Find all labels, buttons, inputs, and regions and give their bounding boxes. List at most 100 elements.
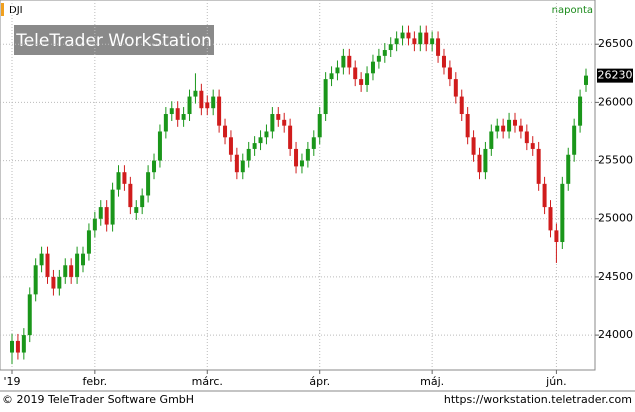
candle-body — [394, 38, 399, 45]
candle-body — [258, 137, 263, 144]
candle-body — [175, 108, 180, 120]
candle-body — [211, 96, 216, 109]
candle-body — [146, 172, 151, 196]
candle-body — [518, 125, 523, 132]
candle-body — [181, 114, 186, 120]
candle-body — [495, 125, 500, 132]
candle-body — [311, 137, 316, 149]
candle-body — [63, 265, 68, 277]
last-price-label: 26230 — [598, 69, 633, 82]
candle-body — [329, 73, 334, 80]
candle-body — [39, 253, 44, 266]
candle-body — [276, 114, 281, 120]
y-tick-label: 24000 — [598, 328, 633, 341]
candle-body — [163, 114, 168, 132]
candle-body — [86, 230, 91, 254]
candle-body — [134, 207, 139, 213]
candle-body — [548, 207, 553, 231]
x-tick-label: '19 — [3, 375, 20, 388]
candle-body — [228, 137, 233, 155]
candle-body — [116, 172, 121, 190]
footer-right: https://workstation.teletrader.com — [444, 393, 632, 406]
watermark-box — [14, 25, 214, 55]
candle-body — [447, 67, 452, 80]
candle-body — [524, 131, 529, 144]
candle-body — [128, 183, 133, 208]
candle-body — [471, 137, 476, 155]
last-price-box — [597, 68, 633, 83]
candle-body — [536, 148, 541, 184]
candle-body — [57, 276, 62, 289]
candle-body — [347, 55, 352, 68]
footer-left: © 2019 TeleTrader Software GmbH — [2, 393, 194, 406]
candle-body — [507, 119, 512, 132]
candle-body — [554, 230, 559, 243]
candle-body — [512, 119, 517, 126]
candle-body — [305, 148, 310, 161]
candle-body — [424, 32, 429, 45]
candle-body — [240, 160, 245, 173]
candle-body — [400, 32, 405, 39]
candle-body — [406, 32, 411, 39]
candle-body — [436, 38, 441, 56]
candle-body — [412, 38, 417, 45]
candle-body — [430, 38, 435, 45]
candle-body — [51, 276, 56, 289]
x-tick-label: márc. — [192, 375, 223, 388]
candle-body — [483, 148, 488, 173]
candle-body — [33, 265, 38, 295]
x-tick-label: máj. — [420, 375, 444, 388]
candle-body — [288, 125, 293, 149]
candle-body — [294, 148, 299, 167]
watermark: TeleTrader WorkStation — [15, 31, 212, 51]
plot-frame — [0, 0, 596, 371]
candle-body — [81, 253, 86, 266]
candle-body — [353, 67, 358, 80]
candle-body — [217, 96, 222, 126]
candle-body — [542, 183, 547, 208]
symbol-marker — [1, 3, 4, 16]
candle-body — [205, 102, 210, 109]
candle-body — [246, 148, 251, 161]
candle-body — [477, 154, 482, 173]
candle-body — [341, 55, 346, 68]
candle-body — [359, 79, 364, 85]
candle-body — [92, 218, 97, 231]
candle-body — [122, 172, 127, 184]
candle-body — [418, 32, 423, 45]
candle-body — [560, 183, 565, 243]
y-tick-label: 24500 — [598, 270, 633, 283]
candle-body — [584, 75, 588, 85]
candle-body — [193, 90, 198, 97]
candle-body — [21, 335, 26, 353]
candle-body — [169, 108, 174, 115]
candle-body — [530, 143, 535, 149]
candle-body — [104, 207, 109, 225]
candle-body — [45, 253, 50, 277]
candle-body — [110, 189, 115, 225]
candle-body — [382, 50, 387, 56]
candle-body — [264, 131, 269, 138]
candle-body — [489, 131, 494, 149]
candle-body — [187, 96, 192, 115]
candle-body — [453, 79, 458, 97]
candle-body — [234, 154, 239, 173]
candle-body — [282, 119, 287, 126]
candle-body — [299, 160, 304, 167]
candle-body — [27, 294, 32, 336]
symbol: DJI — [9, 5, 23, 16]
candle-body — [376, 55, 381, 62]
candle-body — [157, 131, 162, 161]
candle-body — [365, 73, 370, 85]
candle-body — [270, 114, 275, 132]
y-tick-label: 25500 — [598, 154, 633, 167]
candle-body — [140, 195, 145, 208]
candle-body — [252, 143, 257, 149]
candle-body — [69, 265, 74, 277]
candle-body — [323, 79, 328, 115]
candle-body — [152, 160, 157, 173]
candle-body — [335, 67, 340, 74]
candle-body — [501, 125, 506, 132]
x-tick-label: jún. — [545, 375, 567, 388]
